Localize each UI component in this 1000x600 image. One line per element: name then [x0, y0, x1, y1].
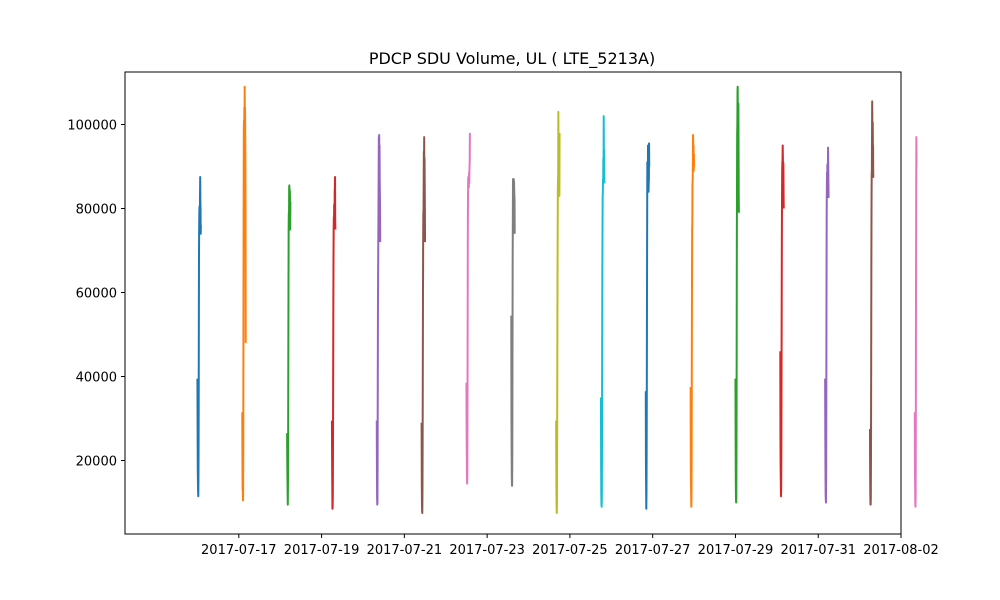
series-line-2017-07-29	[779, 144, 785, 498]
series-layer	[196, 85, 918, 514]
series-line-2017-07-25	[599, 115, 606, 508]
series-line-2017-07-19	[330, 176, 337, 510]
series-line-2017-07-16	[196, 176, 202, 498]
series-line-2017-07-17	[241, 85, 247, 502]
y-tick-label: 20000	[76, 455, 117, 470]
series-line-2017-07-28	[734, 85, 740, 504]
series-line-2017-07-21	[420, 136, 427, 514]
x-tick-label: 2017-08-02	[863, 543, 939, 558]
axes-layer: 2017-07-17 2017-07-19 2017-07-21 2017-07-23…	[67, 71, 939, 558]
y-tick-label: 40000	[76, 371, 117, 386]
x-tick-label: 2017-07-29	[698, 543, 774, 558]
x-tick-label: 2017-07-23	[449, 543, 525, 558]
series-line-2017-07-27	[689, 134, 696, 508]
y-tick-label: 80000	[76, 203, 117, 218]
series-line-2017-07-31	[868, 100, 875, 506]
y-tick-label: 100000	[67, 119, 117, 134]
y-tick-label: 60000	[76, 287, 117, 302]
series-line-2017-07-24	[555, 110, 561, 514]
series-line-2017-07-18	[286, 184, 292, 506]
x-tick-label: 2017-07-27	[615, 543, 691, 558]
series-line-2017-08-01	[913, 136, 918, 508]
series-line-2017-07-22	[465, 132, 471, 485]
x-tick-label: 2017-07-21	[367, 543, 443, 558]
x-tick-label: 2017-07-25	[532, 543, 608, 558]
series-line-2017-07-30	[824, 146, 830, 504]
series-line-2017-07-23	[510, 178, 516, 487]
plot-frame	[124, 71, 902, 535]
x-tick-label: 2017-07-17	[201, 543, 277, 558]
x-tick-label: 2017-07-19	[284, 543, 360, 558]
series-line-2017-07-20	[375, 134, 382, 506]
x-tick-label: 2017-07-31	[780, 543, 856, 558]
chart-title: PDCP SDU Volume, UL ( LTE_5213A)	[369, 49, 655, 69]
series-line-2017-07-26	[644, 142, 651, 510]
